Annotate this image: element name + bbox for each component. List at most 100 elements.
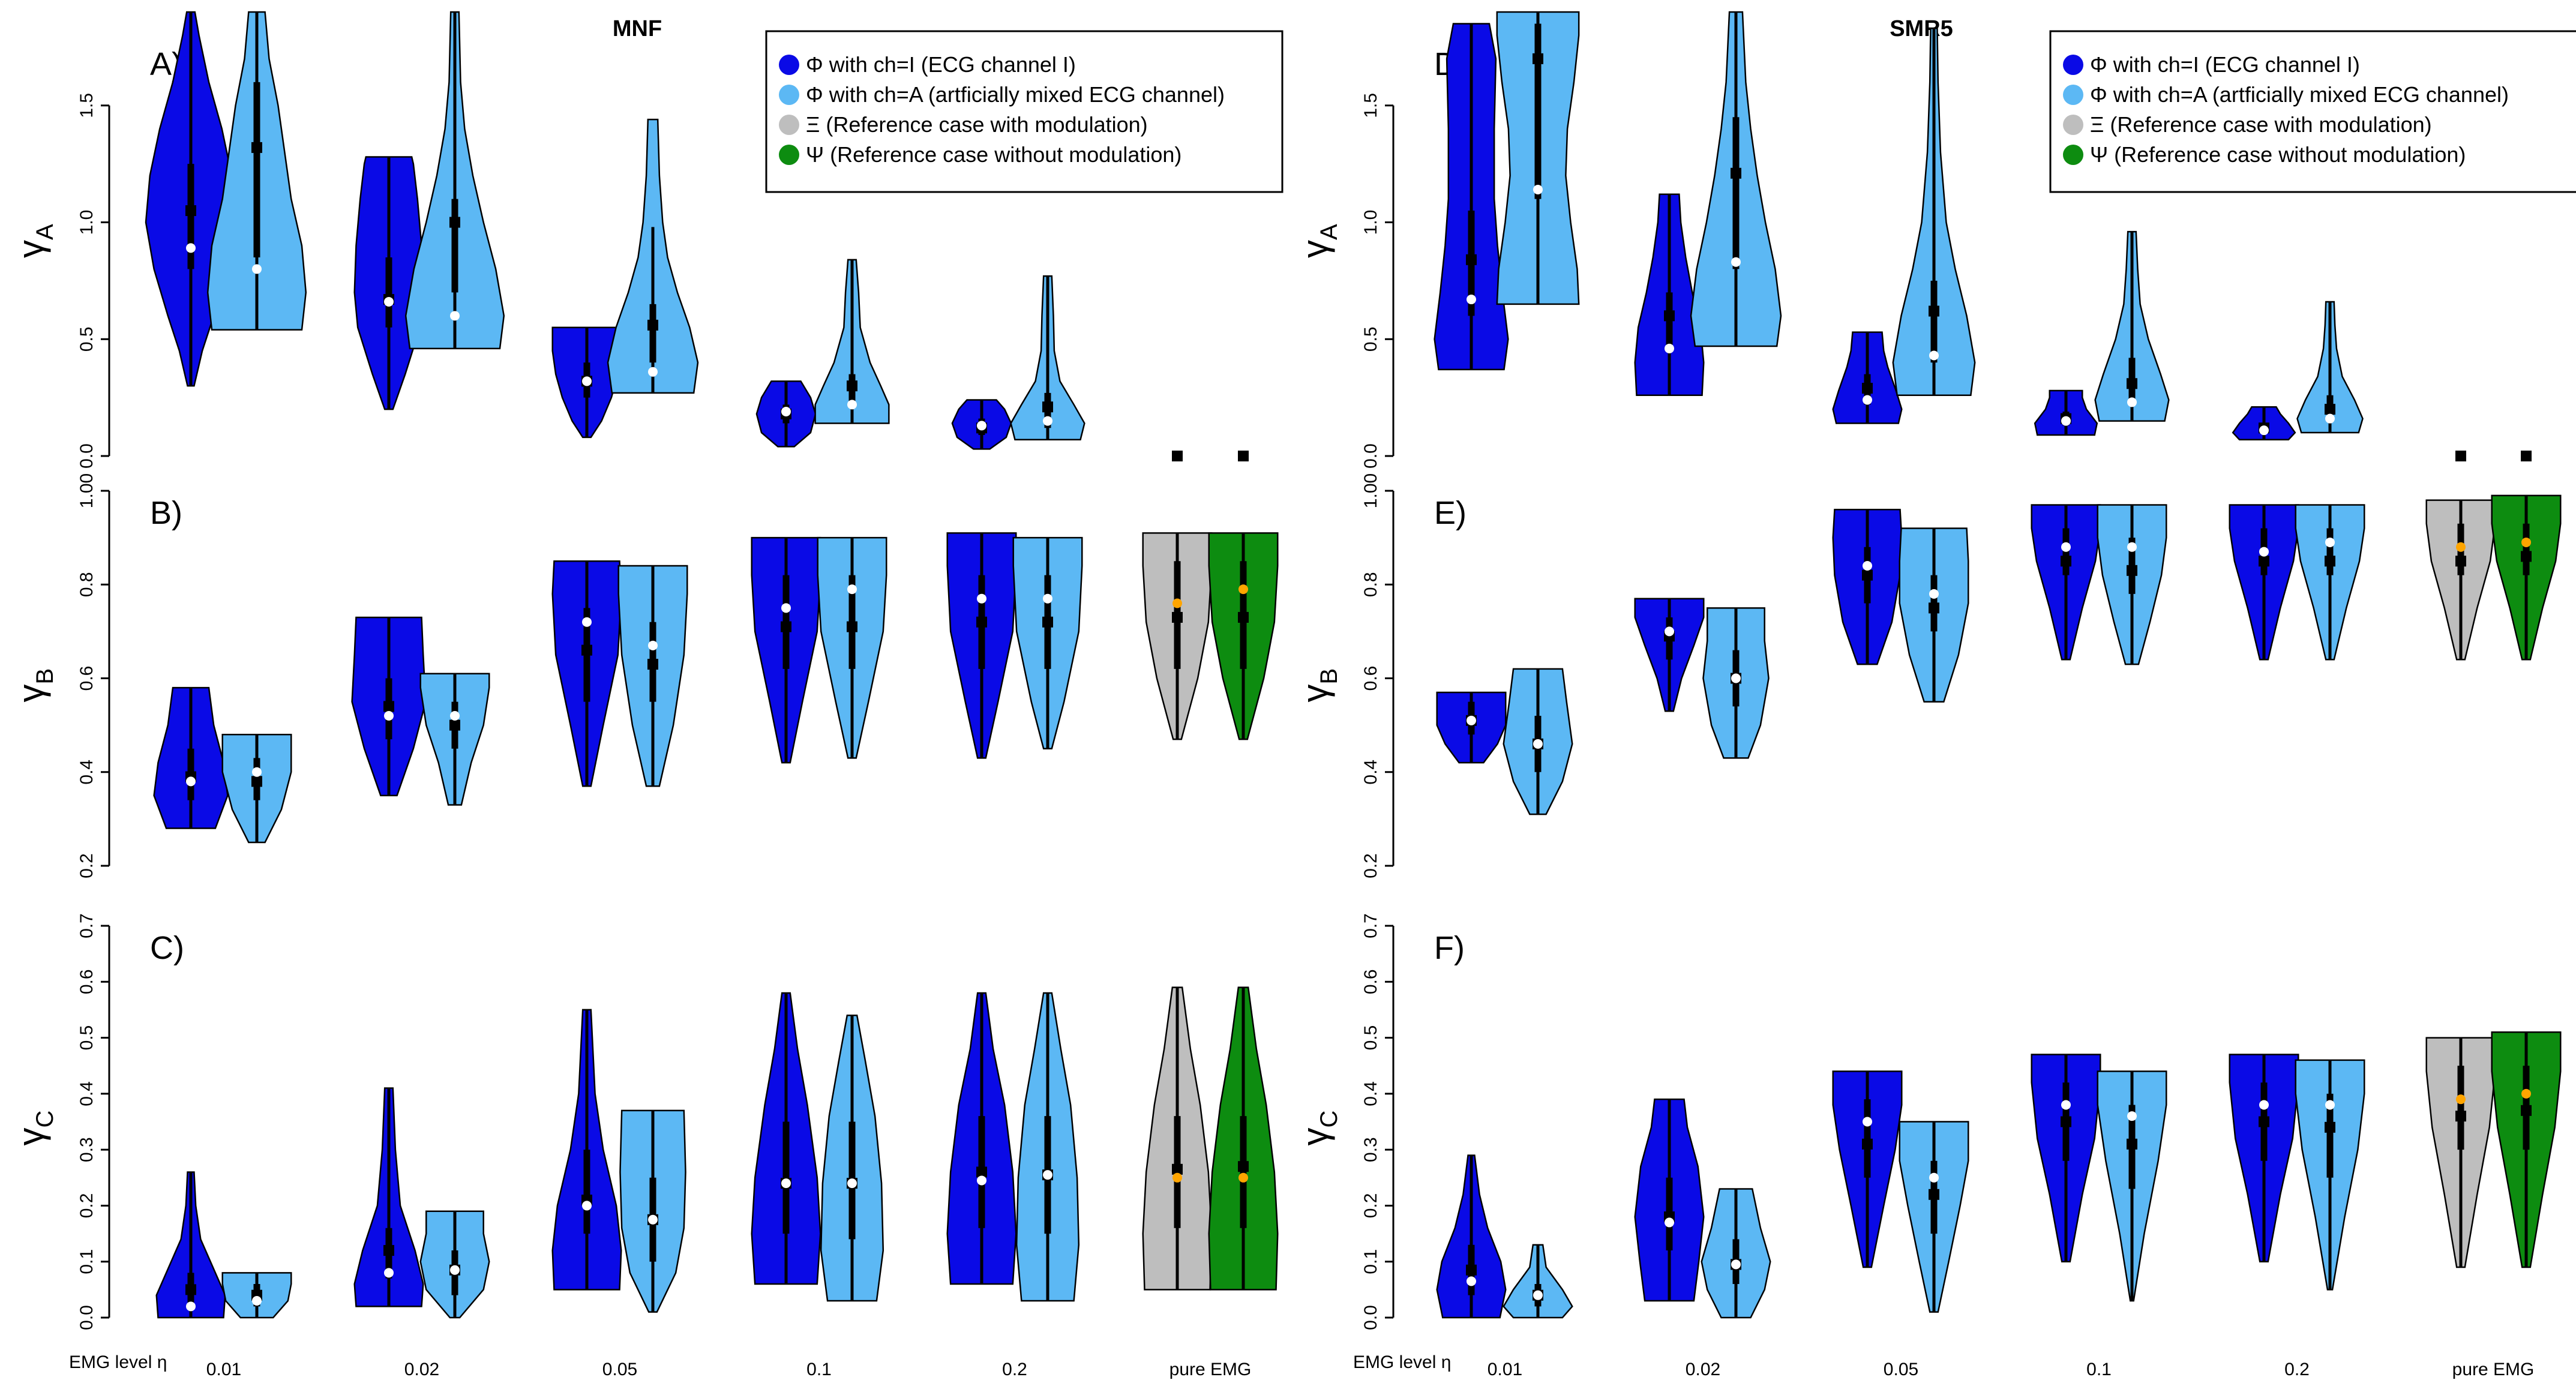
x-tick-label: 0.1	[806, 1360, 832, 1379]
violin-blue-0.01	[1436, 691, 1507, 764]
panel-title: SMR5	[1890, 16, 1953, 41]
mean-point	[1731, 1259, 1741, 1270]
mean-point	[1929, 1172, 1939, 1183]
panel-e: 0.2 0.4 0.6 0.8 1.00 γB E)	[1295, 473, 2562, 878]
y-tick-label: 0.6	[1361, 666, 1381, 691]
mean-point	[1731, 257, 1741, 267]
legend: Φ with ch=I (ECG channel I) Φ with ch=A (…	[765, 30, 1283, 193]
violin-blue-0.05	[1832, 509, 1903, 665]
violin-lightblue-0.02	[419, 1210, 490, 1319]
panel-b: 0.2 0.4 0.6 0.8 1.00 γB B)	[11, 473, 1279, 878]
median-point	[1238, 451, 1249, 461]
mean-point	[1665, 1217, 1674, 1228]
mean-point	[1929, 589, 1939, 599]
y-axis-label-subscript: A	[32, 224, 58, 240]
median-point	[1042, 401, 1053, 413]
violin-lightblue-0.2	[1012, 536, 1083, 749]
mean-point	[1863, 395, 1872, 405]
panel-label: E)	[1434, 495, 1467, 531]
violin-blue-0.01	[155, 1171, 226, 1319]
violin-lightblue-0.1	[817, 536, 887, 759]
legend-label: Ξ (Reference case with modulation)	[2090, 112, 2432, 137]
mean-point	[450, 711, 460, 721]
median-point	[251, 776, 262, 787]
violin-blue-0.05	[551, 1009, 622, 1291]
violin-blue-0.1	[2034, 389, 2098, 436]
violin-blue-0.2	[946, 992, 1017, 1285]
y-axis-label: γA	[1295, 224, 1342, 258]
violin-gray-pure-EMG	[1142, 532, 1213, 740]
violin-lightblue-0.05	[1899, 1121, 1969, 1313]
y-tick-label: 0.2	[1361, 853, 1381, 878]
median-point	[383, 1245, 394, 1256]
violin-gray-pure-EMG	[2455, 451, 2466, 461]
median-point	[449, 217, 460, 228]
mean-point	[1863, 1117, 1872, 1127]
mean-point	[2061, 1100, 2071, 1110]
median-point	[1862, 1138, 1873, 1150]
violin-lightblue-0.01	[221, 1272, 292, 1319]
y-tick-label: 0.6	[1361, 969, 1381, 994]
y-tick-label: 0.0	[77, 1305, 97, 1330]
y-axis-label-subscript: B	[1316, 668, 1342, 685]
median-point	[1466, 1264, 1477, 1276]
median-point	[976, 616, 987, 628]
mean-point	[582, 376, 592, 386]
violin-gray-pure-EMG	[1172, 451, 1183, 461]
y-axis-label-symbol: γ	[1295, 240, 1335, 258]
y-tick-label: 1.0	[1361, 210, 1381, 235]
violin-lightblue-0.02	[1690, 11, 1782, 347]
y-tick-label: 1.5	[1361, 93, 1381, 118]
median-point	[1929, 305, 1939, 317]
median-point	[581, 644, 592, 656]
violin-lightblue-0.2	[2295, 504, 2365, 661]
violin-blue-0.01	[153, 686, 229, 829]
violin-lightblue-0.1	[2097, 504, 2167, 665]
y-tick-label: 0.6	[77, 666, 97, 691]
median-point	[251, 142, 262, 153]
median-point	[1466, 254, 1477, 265]
mean-point	[1238, 584, 1248, 595]
mean-point	[1467, 1276, 1476, 1286]
violin-blue-0.02	[1634, 598, 1705, 712]
median-point	[1238, 1161, 1249, 1172]
violin-blue-0.05	[1832, 331, 1903, 424]
mean-point	[186, 243, 196, 253]
mean-point	[2456, 542, 2466, 552]
violin-gray-pure-EMG	[1142, 986, 1213, 1291]
mean-point	[384, 711, 394, 721]
median-point	[847, 380, 857, 392]
median-point	[185, 1284, 196, 1295]
mean-point	[252, 767, 262, 777]
panel-label: B)	[150, 495, 182, 531]
y-axis-label-subscript: C	[32, 1111, 58, 1128]
violin-blue-0.05	[551, 326, 622, 439]
mean-point	[847, 400, 857, 410]
mean-point	[847, 1178, 857, 1189]
mean-point	[2259, 1100, 2269, 1110]
violin-green-pure-EMG	[2521, 451, 2532, 461]
legend-swatch-green	[779, 145, 799, 165]
median-point	[1929, 1189, 1939, 1200]
violin-blue-0.2	[2229, 1054, 2299, 1262]
violin-lightblue-0.1	[2097, 1070, 2167, 1302]
legend-swatch-gray	[2063, 115, 2083, 135]
mean-point	[1172, 1172, 1182, 1183]
y-tick-label: 0.3	[1361, 1137, 1381, 1162]
mean-point	[450, 1265, 460, 1275]
violin-blue-0.1	[755, 380, 817, 448]
mean-point	[2061, 542, 2071, 552]
mean-point	[384, 296, 394, 307]
legend-label: Φ with ch=I (ECG channel I)	[806, 52, 1076, 77]
median-point	[1862, 383, 1873, 394]
panel-c: 0.0 0.1 0.2 0.3 0.4 0.5 0.6 0.7 γC C)	[11, 913, 1279, 1330]
x-tick-label: pure EMG	[1169, 1360, 1252, 1379]
median-point	[647, 319, 658, 331]
median-point	[647, 659, 658, 670]
mean-point	[2061, 416, 2071, 426]
mean-point	[2325, 1100, 2335, 1110]
y-tick-label: 0.7	[77, 913, 97, 938]
y-axis-label-symbol: γ	[1295, 685, 1335, 703]
median-point	[1172, 1163, 1183, 1175]
